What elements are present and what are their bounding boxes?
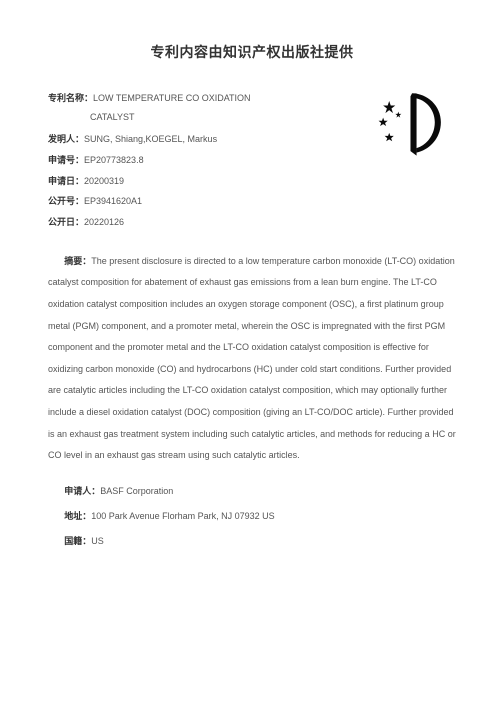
footer-country: 国籍：US: [48, 529, 456, 554]
pub-no-value: EP3941620A1: [84, 191, 142, 212]
meta-pub-date: 公开日： 20220126: [48, 212, 456, 233]
inventor-value: SUNG, Shiang,KOEGEL, Markus: [84, 129, 217, 150]
app-no-value: EP20773823.8: [84, 150, 144, 171]
inventor-label: 发明人：: [48, 129, 84, 150]
abstract-text: The present disclosure is directed to a …: [48, 256, 456, 460]
applicant-value: BASF Corporation: [100, 486, 173, 496]
patent-name-value-line1: LOW TEMPERATURE CO OXIDATION: [93, 88, 251, 109]
abstract-block: 摘要：The present disclosure is directed to…: [48, 251, 456, 467]
app-date-label: 申请日：: [48, 171, 84, 192]
app-date-value: 20200319: [84, 171, 124, 192]
patent-name-label: 专利名称：: [48, 88, 93, 109]
applicant-label: 申请人：: [64, 486, 100, 496]
abstract-label: 摘要：: [64, 256, 91, 266]
address-label: 地址：: [64, 511, 91, 521]
pub-no-label: 公开号：: [48, 191, 84, 212]
pub-date-label: 公开日：: [48, 212, 84, 233]
app-no-label: 申请号：: [48, 150, 84, 171]
cnipa-logo-icon: [374, 88, 450, 158]
address-value: 100 Park Avenue Florham Park, NJ 07932 U…: [91, 511, 274, 521]
meta-pub-no: 公开号： EP3941620A1: [48, 191, 456, 212]
country-value: US: [91, 536, 104, 546]
pub-date-value: 20220126: [84, 212, 124, 233]
footer-address: 地址：100 Park Avenue Florham Park, NJ 0793…: [48, 504, 456, 529]
header-block: 专利名称： LOW TEMPERATURE CO OXIDATION CATAL…: [48, 88, 456, 233]
country-label: 国籍：: [64, 536, 91, 546]
page-title: 专利内容由知识产权出版社提供: [48, 42, 456, 62]
meta-app-date: 申请日： 20200319: [48, 171, 456, 192]
footer-list: 申请人：BASF Corporation 地址：100 Park Avenue …: [48, 479, 456, 555]
footer-applicant: 申请人：BASF Corporation: [48, 479, 456, 504]
